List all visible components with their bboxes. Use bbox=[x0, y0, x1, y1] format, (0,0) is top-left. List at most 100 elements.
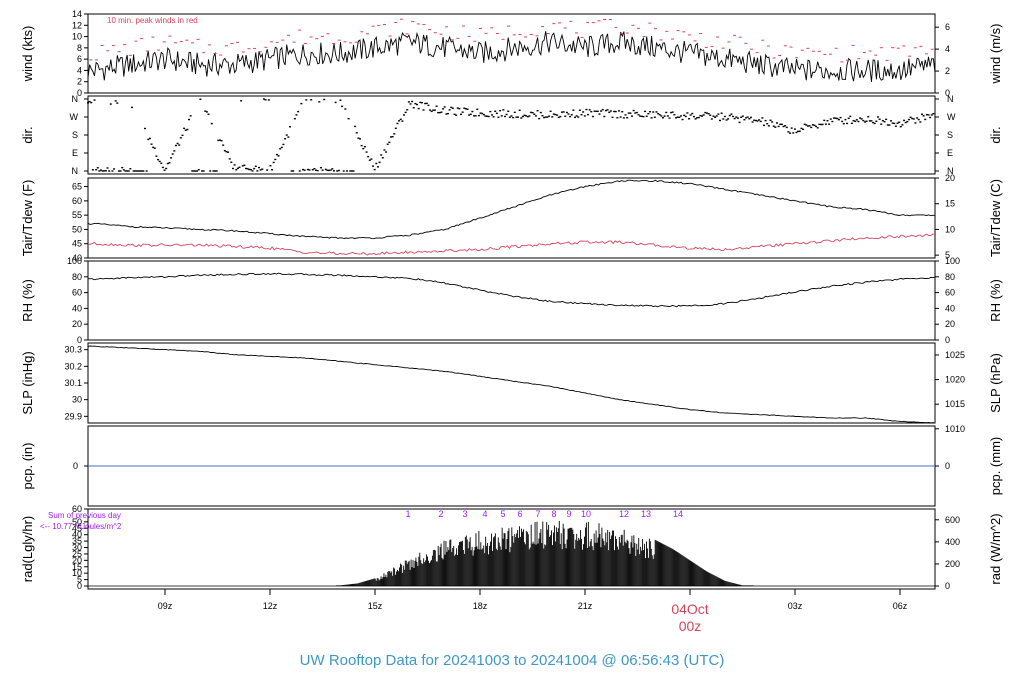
dir-left-tick-label: N bbox=[72, 166, 79, 176]
wind-left-tick-label: 2 bbox=[77, 77, 82, 87]
slp-ylabel-right: SLP (hPa) bbox=[988, 353, 1003, 413]
temp-right-tick-label: 20 bbox=[945, 173, 955, 183]
wind-left-tick-label: 10 bbox=[72, 32, 82, 42]
wind-ylabel-left: wind (kts) bbox=[20, 26, 35, 83]
dir-left-tick-label: N bbox=[72, 94, 79, 104]
rh-left-tick-label: 100 bbox=[67, 256, 82, 266]
slp-right-tick-label: 1015 bbox=[945, 399, 965, 409]
wind-left-tick-label: 4 bbox=[77, 65, 82, 75]
dir-left-tick-label: S bbox=[72, 130, 78, 140]
rad-right-tick-label: 200 bbox=[945, 559, 960, 569]
dir-left-tick-label: E bbox=[72, 148, 78, 158]
figure-title: UW Rooftop Data for 20241003 to 20241004… bbox=[300, 652, 725, 669]
wind-right-tick-label: 6 bbox=[945, 22, 950, 32]
wind-panel-frame bbox=[87, 13, 936, 94]
temp-right-tick-label: 5 bbox=[945, 250, 950, 260]
dir-ylabel-right: dir. bbox=[988, 126, 1003, 143]
dir-left-tick-label: W bbox=[70, 112, 79, 122]
wind-left-tick-label: 8 bbox=[77, 43, 82, 53]
x-tick-label: 15z bbox=[368, 601, 383, 611]
rad-left-tick-label: 10 bbox=[72, 568, 82, 578]
rh-left-tick-label: 60 bbox=[72, 288, 82, 298]
rad-left-tick-label: 40 bbox=[72, 530, 82, 540]
rad-left-tick-label: 20 bbox=[72, 555, 82, 565]
rad-left-tick-label: 35 bbox=[72, 536, 82, 546]
x-tick-label: 06z bbox=[893, 601, 908, 611]
pcp-ylabel-right: pcp. (mm) bbox=[988, 437, 1003, 496]
panels: wind (kts) wind (m/s) dir. dir. Tair/Tdew (F… bbox=[20, 9, 1003, 591]
x-tick-label: 03z bbox=[788, 601, 803, 611]
rh-right-tick-label: 80 bbox=[945, 272, 955, 282]
rad-ylabel-right: rad (W/m^2) bbox=[988, 513, 1003, 584]
wind-ylabel-right: wind (m/s) bbox=[988, 24, 1003, 85]
dir-right-tick-label: N bbox=[947, 166, 954, 176]
temp-right-tick-label: 15 bbox=[945, 199, 955, 209]
dir-right-tick-label: S bbox=[947, 130, 953, 140]
rad-left-tick-label: 15 bbox=[72, 562, 82, 572]
slp-panel-frame bbox=[87, 342, 936, 424]
wind-left-tick-label: 12 bbox=[72, 20, 82, 30]
relative-humidity-line bbox=[87, 272, 936, 308]
solar-hour-mark: 13 bbox=[641, 509, 651, 519]
wind-left-tick-label: 14 bbox=[72, 9, 82, 19]
rad-right-tick-label: 0 bbox=[945, 581, 950, 591]
solar-hour-mark: 3 bbox=[462, 509, 467, 519]
dir-right-tick-label: E bbox=[947, 148, 953, 158]
rh-right-tick-label: 0 bbox=[945, 335, 950, 345]
rh-ylabel-left: RH (%) bbox=[20, 279, 35, 322]
wind-right-tick-label: 4 bbox=[945, 44, 950, 54]
dir-ylabel-left: dir. bbox=[20, 126, 35, 143]
rad-panel-frame bbox=[87, 508, 936, 590]
rad-left-tick-label: 5 bbox=[77, 575, 82, 585]
rad-left-tick-label: 60 bbox=[72, 504, 82, 514]
sea-level-pressure-line bbox=[87, 345, 936, 424]
pcp-left-tick-label: 0 bbox=[73, 461, 78, 471]
solar-hour-mark: 2 bbox=[438, 509, 443, 519]
daily-sum-label: Sum of previous day bbox=[48, 511, 121, 520]
temp-left-tick-label: 50 bbox=[72, 224, 82, 234]
slp-right-tick-label: 1025 bbox=[945, 350, 965, 360]
pcp-right-tick-label: 0 bbox=[945, 461, 950, 471]
temp-left-tick-label: 45 bbox=[72, 239, 82, 249]
temp-ylabel-right: Tair/Tdew (C) bbox=[988, 179, 1003, 257]
slp-left-tick-label: 30 bbox=[72, 395, 82, 405]
temp-left-tick-label: 40 bbox=[72, 253, 82, 263]
x-date-label: 04Oct bbox=[671, 601, 708, 617]
rh-right-tick-label: 40 bbox=[945, 303, 955, 313]
rad-left-tick-label: 0 bbox=[77, 581, 82, 591]
rh-right-tick-label: 60 bbox=[945, 288, 955, 298]
rh-left-tick-label: 0 bbox=[77, 335, 82, 345]
dewpoint-line bbox=[87, 233, 936, 256]
rad-ylabel-left: rad(Lgly/hr) bbox=[20, 516, 35, 582]
temp-right-tick-label: 10 bbox=[945, 224, 955, 234]
wind-right-tick-label: 0 bbox=[945, 88, 950, 98]
slp-right-tick-label: 1020 bbox=[945, 375, 965, 385]
slp-left-tick-label: 30.3 bbox=[64, 345, 82, 355]
rh-left-tick-label: 80 bbox=[72, 272, 82, 282]
wind-left-tick-label: 0 bbox=[77, 88, 82, 98]
solar-hour-mark: 8 bbox=[551, 509, 556, 519]
rh-ylabel-right: RH (%) bbox=[988, 279, 1003, 322]
temp-left-tick-label: 60 bbox=[72, 196, 82, 206]
dir-right-tick-label: N bbox=[947, 94, 954, 104]
slp-ylabel-left: SLP (inHg) bbox=[20, 351, 35, 414]
solar-hour-mark: 4 bbox=[482, 509, 487, 519]
slp-left-tick-label: 30.1 bbox=[64, 378, 82, 388]
x-tick-label: 12z bbox=[263, 601, 278, 611]
wind-left-tick-label: 6 bbox=[77, 54, 82, 64]
rh-left-tick-label: 20 bbox=[72, 319, 82, 329]
rh-left-tick-label: 40 bbox=[72, 303, 82, 313]
rh-panel-frame bbox=[87, 260, 936, 341]
wind-right-tick-label: 2 bbox=[945, 66, 950, 76]
temp-left-tick-label: 65 bbox=[72, 182, 82, 192]
rad-left-tick-label: 30 bbox=[72, 543, 82, 553]
air-temperature-line bbox=[87, 179, 935, 240]
temp-ylabel-left: Tair/Tdew (F) bbox=[20, 180, 35, 257]
slp-left-tick-label: 30.2 bbox=[64, 361, 82, 371]
x-tick-label: 09z bbox=[158, 601, 173, 611]
rad-left-tick-label: 25 bbox=[72, 549, 82, 559]
x-date-sub-label: 00z bbox=[679, 618, 702, 634]
solar-hour-mark: 7 bbox=[535, 509, 540, 519]
wind-speed-line bbox=[87, 31, 936, 82]
